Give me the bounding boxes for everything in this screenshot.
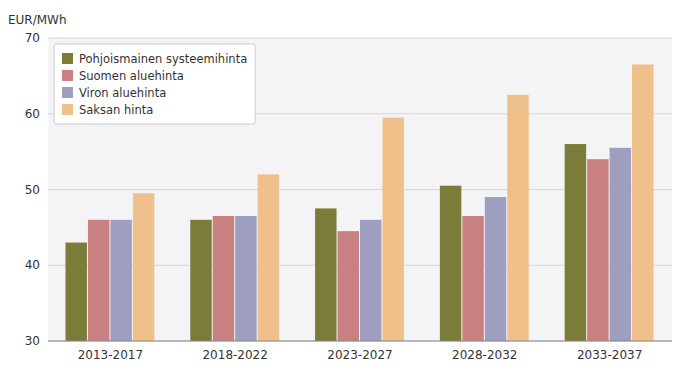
legend-swatch	[62, 104, 73, 115]
bar	[485, 197, 506, 341]
legend-label: Viron aluehinta	[79, 86, 166, 100]
bar	[190, 220, 211, 341]
y-tick-label: 70	[25, 31, 40, 45]
bar	[65, 243, 86, 341]
x-axis-line	[48, 341, 672, 342]
chart-container: 30 40 50 60 70 2013-2017 2018-2022 2023-2027 202…	[0, 0, 686, 373]
x-tick-label: 2013-2017	[78, 348, 143, 362]
y-tick-label: 60	[25, 107, 40, 121]
bar	[133, 193, 154, 341]
y-tick-label: 50	[25, 183, 40, 197]
legend-label: Saksan hinta	[79, 103, 153, 117]
bar	[258, 174, 279, 341]
legend-swatch	[62, 70, 73, 81]
x-tick-label: 2018-2022	[202, 348, 267, 362]
x-tick-label: 2023-2027	[327, 348, 392, 362]
x-tick-label: 2028-2032	[452, 348, 517, 362]
bar	[338, 231, 359, 341]
chart-svg: 30 40 50 60 70 2013-2017 2018-2022 2023-2027 202…	[0, 0, 686, 373]
grid-line	[48, 341, 672, 342]
y-tick-label: 40	[25, 258, 40, 272]
bar	[565, 144, 586, 341]
legend: Pohjoismainen systeemihinta Suomen aluehi…	[54, 44, 255, 124]
legend-frame	[54, 44, 255, 124]
bar	[360, 220, 381, 341]
grid	[48, 38, 672, 341]
bar	[315, 208, 336, 341]
bar	[110, 220, 131, 341]
bar	[610, 148, 631, 341]
bar	[382, 118, 403, 341]
plot-background	[48, 38, 672, 341]
bar	[213, 216, 234, 341]
bar	[88, 220, 109, 341]
bar	[587, 159, 608, 341]
y-axis-label: EUR/MWh	[8, 13, 67, 27]
bar	[235, 216, 256, 341]
legend-label: Suomen aluehinta	[79, 69, 184, 83]
bar	[632, 65, 653, 341]
legend-swatch	[62, 87, 73, 98]
y-tick-label: 30	[25, 334, 40, 348]
bar	[462, 216, 483, 341]
grid-line	[48, 38, 672, 39]
legend-swatch	[62, 53, 73, 64]
bar	[440, 186, 461, 341]
x-tick-label: 2033-2037	[577, 348, 642, 362]
bar	[507, 95, 528, 341]
legend-label: Pohjoismainen systeemihinta	[79, 52, 247, 66]
